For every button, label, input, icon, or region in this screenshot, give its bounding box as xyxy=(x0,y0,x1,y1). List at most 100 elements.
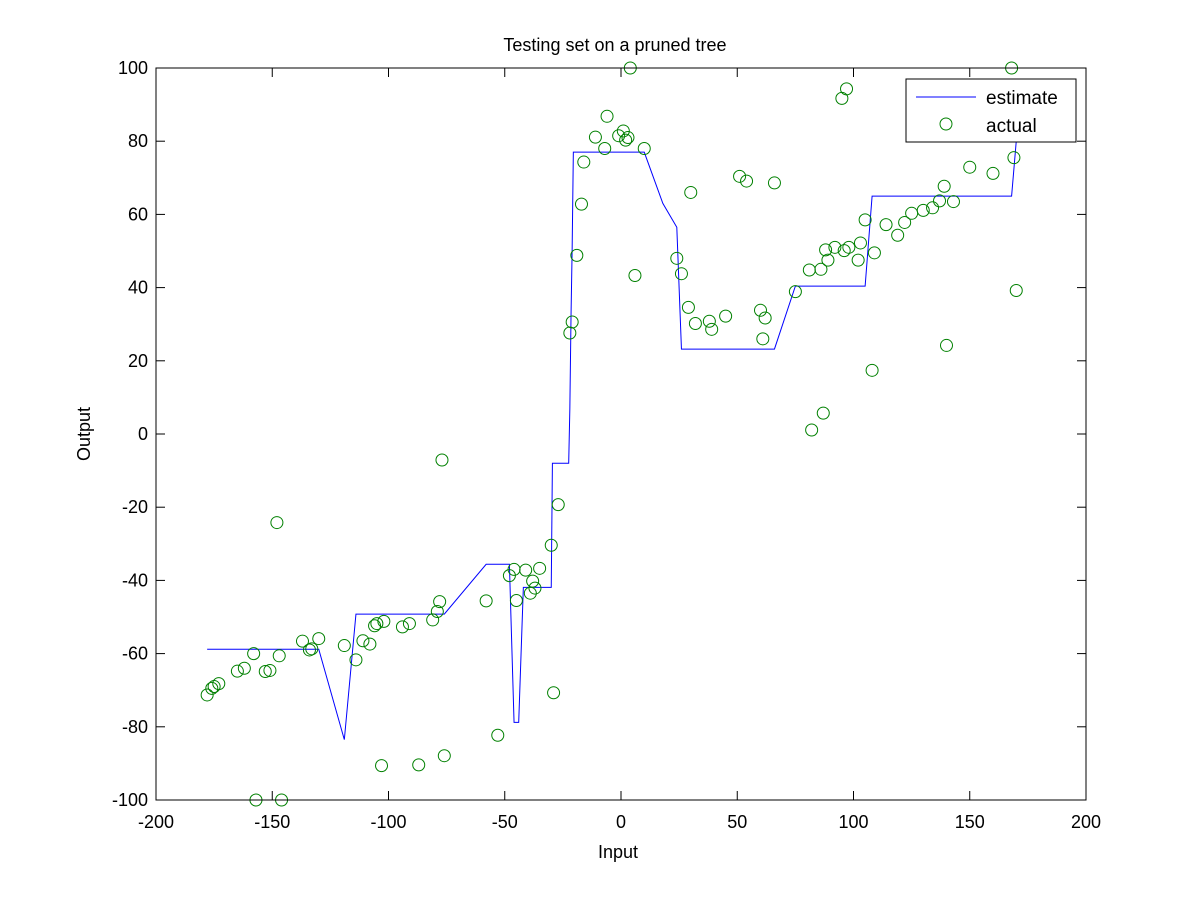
actual-point xyxy=(916,203,930,217)
legend-estimate-label: estimate xyxy=(986,88,1058,109)
actual-point xyxy=(377,614,391,628)
actual-point xyxy=(705,322,719,336)
actual-point xyxy=(402,617,416,631)
actual-point xyxy=(533,561,547,575)
actual-point xyxy=(688,316,702,330)
actual-point xyxy=(674,267,688,281)
actual-point xyxy=(758,311,772,325)
actual-point xyxy=(1007,151,1021,165)
y-tick-label: 0 xyxy=(138,424,148,444)
actual-point xyxy=(577,155,591,169)
actual-point xyxy=(491,728,505,742)
actual-point xyxy=(479,594,493,608)
x-tick-label: -50 xyxy=(492,812,518,832)
actual-point xyxy=(853,236,867,250)
actual-point xyxy=(719,309,733,323)
actual-point xyxy=(547,686,561,700)
actual-point xyxy=(212,677,226,691)
legend-box xyxy=(905,78,1077,143)
actual-point xyxy=(670,251,684,265)
actual-point xyxy=(767,176,781,190)
y-tick-label: 60 xyxy=(128,204,148,224)
actual-point xyxy=(865,363,879,377)
legend-actual-circle-marker xyxy=(939,117,953,131)
actual-point xyxy=(740,174,754,188)
x-tick-label: -100 xyxy=(370,812,406,832)
y-tick-label: -80 xyxy=(122,717,148,737)
actual-point xyxy=(946,195,960,209)
actual-point xyxy=(600,109,614,123)
actual-point xyxy=(526,574,540,588)
actual-point xyxy=(570,248,584,262)
actual-point xyxy=(963,160,977,174)
actual-point xyxy=(356,634,370,648)
actual-point xyxy=(788,285,802,299)
ticks-layer: -200 -150 -100 -50 0 50 100 150 200-100-80-60-40… xyxy=(112,58,1101,832)
x-tick-label: 150 xyxy=(955,812,985,832)
actual-point xyxy=(295,634,309,648)
data-layer xyxy=(200,61,1026,807)
actual-point xyxy=(681,300,695,314)
actual-point xyxy=(258,665,272,679)
actual-point xyxy=(733,169,747,183)
chart-title: Testing set on a pruned tree xyxy=(503,35,726,55)
actual-point xyxy=(940,338,953,352)
actual-point xyxy=(986,166,1000,180)
y-tick-label: -100 xyxy=(112,790,148,810)
actual-point xyxy=(612,129,626,143)
x-tick-label: -150 xyxy=(254,812,290,832)
actual-point xyxy=(1009,284,1023,298)
actual-point xyxy=(821,253,835,267)
series-estimate-line xyxy=(207,140,1026,740)
actual-point xyxy=(621,131,635,145)
actual-point xyxy=(867,246,881,260)
actual-point xyxy=(270,516,284,530)
actual-point xyxy=(312,632,326,646)
actual-point xyxy=(891,228,905,242)
y-axis-label: Output xyxy=(74,407,94,461)
actual-point xyxy=(247,647,261,661)
actual-point xyxy=(933,194,947,208)
actual-point xyxy=(302,643,316,657)
actual-point xyxy=(814,262,828,276)
legend-actual-label: actual xyxy=(986,116,1037,137)
actual-point xyxy=(237,661,251,675)
actual-point xyxy=(616,124,630,138)
actual-point xyxy=(879,218,893,232)
actual-point xyxy=(370,617,384,631)
actual-point xyxy=(898,215,912,229)
x-tick-label: 50 xyxy=(727,812,747,832)
actual-point xyxy=(435,453,449,467)
actual-point xyxy=(272,649,286,663)
actual-point xyxy=(684,185,698,199)
actual-point xyxy=(598,142,612,156)
actual-point xyxy=(509,594,523,608)
actual-point xyxy=(837,244,851,258)
actual-point xyxy=(574,197,588,211)
actual-point xyxy=(395,620,409,634)
x-tick-label: 100 xyxy=(838,812,868,832)
actual-point xyxy=(263,663,277,677)
actual-point xyxy=(349,653,363,667)
plot-area xyxy=(156,68,1086,800)
x-axis-label: Input xyxy=(598,842,638,862)
actual-point xyxy=(756,332,770,346)
actual-point xyxy=(805,423,819,437)
y-tick-label: -40 xyxy=(122,570,148,590)
actual-point xyxy=(544,538,558,552)
actual-point xyxy=(628,269,642,283)
actual-point xyxy=(426,613,440,627)
actual-point xyxy=(851,253,865,267)
actual-point xyxy=(619,133,633,147)
legend: estimate actual xyxy=(905,78,1077,143)
actual-point xyxy=(437,749,451,763)
actual-point xyxy=(205,681,219,695)
y-tick-label: 20 xyxy=(128,351,148,371)
actual-point xyxy=(754,303,767,317)
actual-point xyxy=(551,498,565,512)
actual-point xyxy=(565,315,579,329)
actual-point xyxy=(588,130,602,144)
y-tick-label: 80 xyxy=(128,131,148,151)
x-tick-label: 200 xyxy=(1071,812,1101,832)
